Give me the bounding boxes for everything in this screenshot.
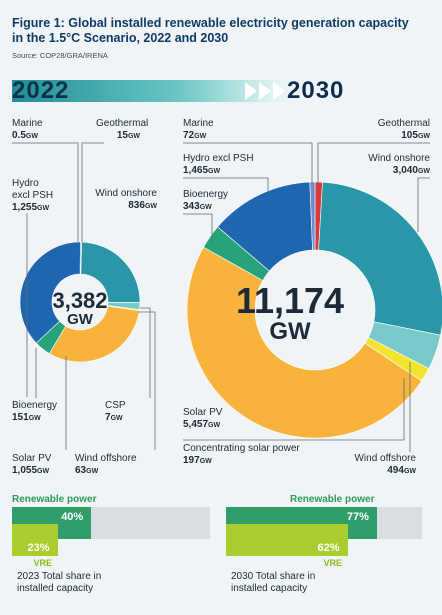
slice-2022-hydro bbox=[19, 241, 81, 344]
share-title-2030: Renewable power bbox=[290, 494, 375, 505]
leader-2030-bioenergy bbox=[183, 213, 213, 244]
share-value-vre-2023: 23% bbox=[27, 542, 50, 554]
chart-source: Source: COP28/GRA/IRENA bbox=[12, 51, 108, 60]
caption-2030: 2030 Total share in installed capacity bbox=[231, 571, 316, 594]
label-2022-wind-offshore: Wind offshore 63GW bbox=[75, 453, 137, 476]
label-2022-geothermal: Geothermal 15GW bbox=[96, 118, 149, 141]
leader-2030-marine bbox=[183, 142, 313, 184]
leader-2022-csp bbox=[140, 307, 151, 398]
label-2022-solar: Solar PV 1,055GW bbox=[12, 453, 52, 476]
chevron-icon bbox=[273, 82, 285, 100]
year-banner bbox=[12, 80, 430, 102]
year-2022: 2022 bbox=[12, 77, 70, 104]
total-2030: 11,174 GW bbox=[235, 280, 345, 345]
leader-2030-csp bbox=[183, 378, 405, 441]
label-2022-csp: CSP 7GW bbox=[105, 400, 126, 423]
label-2030-hydro: Hydro excl PSH 1,465GW bbox=[183, 153, 254, 176]
share-value-renewable-2030: 77% bbox=[346, 511, 369, 523]
share-bar-vre-2030 bbox=[226, 524, 348, 556]
slice-2022-wind_onshore bbox=[80, 241, 141, 303]
label-2030-csp: Concentrating solar power 197GW bbox=[183, 443, 300, 466]
label-2030-bioenergy: Bioenergy 343GW bbox=[183, 189, 229, 212]
slice-2030-marine bbox=[309, 181, 316, 251]
leader-2022-marine bbox=[12, 142, 79, 242]
share-value-renewable-2023: 40% bbox=[61, 511, 84, 523]
slice-2022-solar bbox=[48, 305, 140, 363]
share-bar-vre-2023 bbox=[12, 524, 58, 556]
leader-2030-geothermal bbox=[317, 142, 430, 183]
label-2030-marine: Marine 72GW bbox=[183, 118, 214, 141]
year-2030: 2030 bbox=[287, 77, 345, 104]
vre-label-2030: VRE bbox=[323, 558, 343, 568]
slice-2030-wind_onshore bbox=[318, 181, 442, 336]
label-2030-solar: Solar PV 5,457GW bbox=[183, 407, 223, 430]
leader-2030-hydro bbox=[183, 177, 269, 192]
label-2030-wind-offshore: Wind offshore 494GW bbox=[354, 453, 416, 476]
vre-label-2023: VRE bbox=[33, 558, 53, 568]
chart-title: Figure 1: Global installed renewable ele… bbox=[12, 16, 409, 45]
leader-2022-wind-offshore bbox=[138, 311, 156, 450]
share-value-vre-2030: 62% bbox=[317, 542, 340, 554]
label-2022-hydro: Hydro excl PSH 1,255GW bbox=[12, 178, 54, 213]
label-2030-wind-onshore: Wind onshore 3,040GW bbox=[368, 153, 430, 176]
share-title-2023: Renewable power bbox=[12, 494, 97, 505]
caption-2023: 2023 Total share in installed capacity bbox=[17, 571, 102, 594]
label-2030-geothermal: Geothermal 105GW bbox=[377, 118, 430, 141]
label-2022-bioenergy: Bioenergy 151GW bbox=[12, 400, 58, 423]
chevron-icon bbox=[259, 82, 271, 100]
total-2022: 3,382 GW bbox=[52, 288, 108, 328]
slice-2022-marine bbox=[79, 241, 82, 275]
label-2022-marine: Marine 0.5GW bbox=[12, 118, 43, 141]
label-2022-wind-onshore: Wind onshore 836GW bbox=[95, 188, 157, 211]
chevron-icon bbox=[245, 82, 257, 100]
slice-2030-solar bbox=[186, 246, 423, 439]
leader-2022-geothermal bbox=[81, 142, 104, 242]
leader-2030-wind-onshore bbox=[417, 177, 430, 232]
